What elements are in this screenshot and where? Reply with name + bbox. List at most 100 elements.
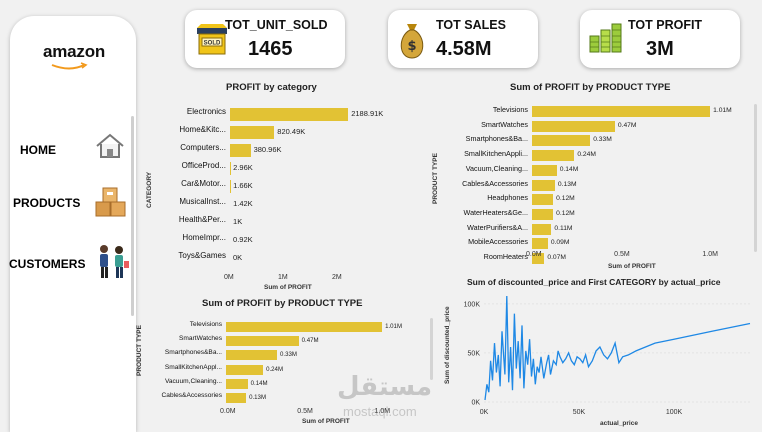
money-bag-icon: $ (400, 24, 424, 59)
nav-customers-label: CUSTOMERS (9, 257, 86, 271)
category-label: Health&Per... (178, 215, 226, 224)
kpi-sales-value: 4.58M (436, 38, 492, 60)
data-label: 0.14M (559, 165, 579, 173)
data-label: 0.33M (593, 136, 612, 144)
category-label: Electronics (186, 107, 226, 116)
bar[interactable] (532, 120, 615, 132)
x-axis-title: Sum of PROFIT (264, 284, 312, 291)
category-label: SmartWatches (179, 335, 222, 343)
category-label: Televisions (492, 105, 528, 114)
data-label: 0.24M (577, 151, 596, 159)
x-axis-title: Sum of PROFIT (302, 418, 350, 425)
category-label: Vacuum,Cleaning... (465, 163, 528, 173)
chart-profit-by-type-bottom[interactable]: Sum of PROFIT by PRODUCT TYPE PRODUCT TY… (132, 294, 436, 432)
data-label: 2188.91K (351, 109, 384, 118)
chart-profit-by-type-right[interactable]: Sum of PROFIT by PRODUCT TYPE PRODUCT TY… (428, 76, 762, 276)
bar[interactable] (532, 238, 548, 250)
bar[interactable] (532, 208, 554, 220)
category-label: Cables&Accessories (161, 392, 222, 399)
data-label: 820.49K (277, 127, 306, 136)
bar[interactable] (230, 126, 275, 139)
nav-home[interactable]: HOME (10, 130, 136, 174)
category-label: Toys&Games (178, 251, 226, 260)
category-label: Televisions (189, 321, 222, 328)
watermark-logo: مستقل mostaql.com (335, 372, 435, 424)
bar[interactable] (532, 150, 575, 162)
data-label: 1.42K (233, 199, 253, 208)
bar[interactable] (226, 364, 264, 375)
watermark-arabic: مستقل (337, 372, 433, 402)
chart-title: Sum of PROFIT by PRODUCT TYPE (510, 82, 671, 93)
data-label: 0K (233, 253, 243, 262)
bar[interactable] (226, 322, 383, 332)
data-label: 0.11M (554, 224, 573, 232)
bar[interactable] (532, 135, 591, 147)
chart-line-discounted-price[interactable]: Sum of discounted_price and First CATEGO… (440, 272, 762, 432)
nav-products-label: PRODUCTS (13, 196, 81, 210)
svg-text:$: $ (407, 39, 416, 54)
kpi-card-profit: TOT PROFIT 3M (580, 10, 740, 68)
x-tick-label: 2M (332, 274, 342, 281)
x-axis-title: actual_price (600, 420, 638, 427)
boxes-icon (95, 187, 126, 217)
kpi-sales-title: TOT SALES (436, 18, 506, 32)
data-label: 1.01M (385, 323, 403, 330)
category-label: MusicalInst... (179, 197, 226, 206)
y-tick-label: 50K (468, 350, 481, 357)
sold-sign-text: SOLD (204, 41, 221, 47)
chart-profit-by-category[interactable]: PROFIT by category CATEGORY Sum of PROFI… (140, 76, 420, 298)
data-label: 0.13M (249, 394, 267, 401)
bar[interactable] (532, 164, 557, 176)
sidebar-scrollbar[interactable] (131, 116, 134, 316)
data-label: 1K (233, 217, 243, 226)
data-label: 2.96K (233, 163, 253, 172)
x-tick-label: 1M (278, 274, 288, 281)
category-label: SmartWatches (481, 119, 528, 129)
data-label: 0.14M (250, 379, 268, 387)
bar[interactable] (532, 179, 555, 191)
bar[interactable] (532, 223, 552, 235)
nav-products[interactable]: PRODUCTS (10, 186, 136, 230)
category-label: Smartphones&Ba... (465, 134, 528, 144)
x-tick-label: 1.0M (702, 251, 718, 258)
bar[interactable] (230, 108, 349, 121)
store-sold-icon: SOLD (197, 24, 227, 55)
x-axis-title: Sum of PROFIT (608, 263, 656, 270)
bar[interactable] (226, 393, 247, 403)
amazon-logo: amazon (43, 42, 106, 61)
category-label: Computers... (180, 143, 226, 152)
bar[interactable] (230, 144, 251, 157)
category-label: Car&Motor... (181, 179, 226, 188)
data-label: 0.47M (301, 337, 319, 345)
line-plot-area: 0K 50K 100K 0K 50K 100K (464, 295, 751, 416)
category-label: Home&Kitc... (179, 125, 226, 134)
data-label: 0.12M (556, 195, 575, 203)
chart-scrollbar[interactable] (754, 104, 757, 252)
watermark-latin: mostaql.com (343, 404, 417, 419)
data-label: 0.09M (550, 239, 570, 247)
bar[interactable] (532, 253, 545, 264)
bar[interactable] (532, 194, 554, 206)
category-label: SmallKitchenAppl... (164, 363, 222, 371)
chart-title: PROFIT by category (226, 82, 317, 93)
bar[interactable] (226, 350, 277, 361)
home-icon (96, 133, 124, 158)
data-label: 380.96K (253, 145, 282, 154)
kpi-card-sales: $ TOT SALES 4.58M (388, 10, 538, 68)
chart-scrollbar[interactable] (430, 318, 433, 380)
nav-customers[interactable]: CUSTOMERS (9, 245, 136, 289)
bar[interactable] (226, 378, 248, 389)
amazon-smile-icon (51, 62, 88, 70)
x-tick-label: 50K (573, 409, 586, 416)
x-tick-label: 0.5M (614, 251, 630, 258)
coin-stacks-icon (589, 23, 622, 53)
bar[interactable] (226, 336, 299, 347)
category-label: Headphones (487, 193, 528, 203)
x-tick-label: 0M (224, 274, 234, 281)
bar[interactable] (532, 106, 711, 117)
kpi-units-value: 1465 (248, 38, 293, 60)
category-label: Cables&Accessories (462, 178, 528, 188)
chart-title: Sum of PROFIT by PRODUCT TYPE (202, 298, 363, 309)
x-tick-label: 100K (666, 409, 683, 416)
